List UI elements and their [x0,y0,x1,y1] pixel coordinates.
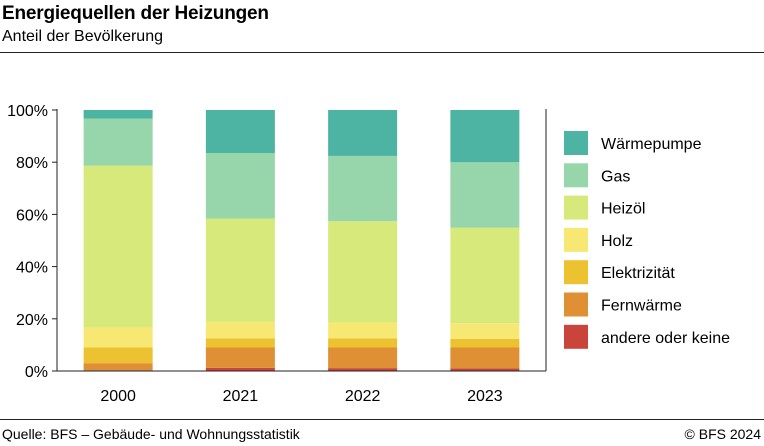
bar-segment-2023 [450,227,520,324]
legend-swatch [564,292,588,317]
bar-segment-2023 [450,347,520,369]
y-tick-label: 60% [16,207,48,224]
bar-segment-2021 [205,367,275,371]
legend-label: Gas [601,168,630,185]
bar-segment-2022 [328,368,398,371]
y-tick-label: 20% [16,312,48,329]
source-note: Quelle: BFS – Gebäude- und Wohnungsstati… [2,426,300,442]
bar-segment-2021 [205,321,275,339]
bar-segment-2021 [205,218,275,322]
bar-segment-2023 [450,368,520,371]
bar-segment-2021 [205,153,275,219]
bar-segment-2022 [328,338,398,348]
bar-segment-2023 [450,323,520,339]
legend-label: Wärmepumpe [601,136,702,153]
y-tick-label: 80% [16,155,48,172]
bar-segment-2023 [450,162,520,228]
legend-swatch [564,227,588,252]
legend-swatch [564,260,588,285]
y-tick-label: 0% [25,364,48,381]
bar-segment-2021 [205,347,275,368]
bar-segment-2022 [328,110,398,156]
legend-label: Holz [601,233,633,250]
chart-subtitle: Anteil der Bevölkerung [2,28,163,45]
legend-swatch [564,131,588,155]
x-tick-label: 2023 [467,388,503,405]
bar-segment-2000 [83,165,153,328]
chart-title: Energiequellen der Heizungen [2,3,269,24]
footer-divider [0,419,764,420]
bar-segment-2022 [328,155,398,222]
bar-segment-2022 [328,322,398,339]
x-tick-label: 2021 [223,388,259,405]
legend-label: andere oder keine [601,330,730,347]
copyright-note: © BFS 2024 [684,426,761,442]
x-tick-label: 2022 [345,388,381,405]
bar-segment-2023 [450,110,520,163]
header-divider [0,52,764,53]
legend-label: Heizöl [601,201,645,218]
y-tick-label: 100% [7,103,48,120]
legend-swatch [564,163,588,188]
bar-segment-2022 [328,347,398,369]
bar-segment-2000 [83,118,153,166]
bar-segment-2021 [205,110,275,154]
bar-segment-2022 [328,221,398,323]
bar-segment-2000 [83,110,153,119]
x-tick-label: 2000 [100,388,136,405]
legend-label: Fernwärme [601,298,682,315]
legend-swatch [564,195,588,220]
bar-segment-2021 [205,338,275,348]
legend-swatch [564,324,588,349]
bar-segment-2000 [83,347,153,364]
legend-label: Elektrizität [601,265,675,282]
y-tick-label: 40% [16,260,48,277]
bar-segment-2023 [450,338,520,348]
bar-segment-2000 [83,327,153,348]
bar-segment-2000 [83,363,153,371]
